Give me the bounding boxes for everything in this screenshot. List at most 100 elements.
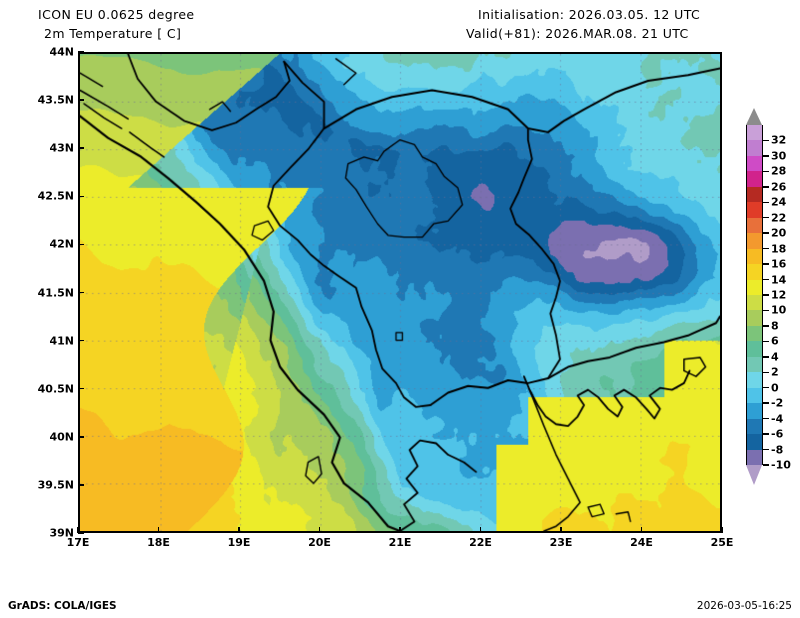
lon-tick-mark — [721, 527, 723, 533]
lat-tick-mark — [78, 436, 84, 438]
colorbar-tick-label: 32 — [771, 133, 787, 147]
temperature-field-canvas — [80, 54, 720, 531]
lon-tick-label: 19E — [227, 536, 251, 549]
lat-tick-mark — [78, 339, 84, 342]
lat-tick-mark — [78, 484, 84, 486]
colorbar-under-arrow-icon — [746, 465, 762, 485]
lon-tick-label: 18E — [147, 536, 170, 549]
model-title: ICON EU 0.0625 degree — [38, 7, 195, 22]
valid-time: Valid(+81): 2026.MAR.08. 21 UTC — [466, 26, 689, 41]
colorbar-tick-mark — [763, 325, 769, 327]
colorbar-band — [746, 372, 763, 388]
colorbar-tick-mark — [763, 294, 769, 296]
colorbar-tick-label: 18 — [771, 242, 787, 256]
colorbar-tick-label: 28 — [771, 164, 787, 178]
colorbar-band — [746, 202, 763, 218]
lat-tick-mark — [78, 532, 84, 534]
colorbar-band — [746, 140, 763, 156]
colorbar-tick-mark — [763, 216, 769, 219]
colorbar-tick-label: 16 — [771, 257, 787, 271]
colorbar-tick-mark — [763, 433, 769, 435]
colorbar-tick-mark — [763, 371, 769, 374]
lat-tick-mark — [78, 291, 84, 294]
colorbar-tick-mark — [763, 278, 769, 281]
render-timestamp: 2026-03-05-16:25 — [696, 600, 792, 612]
colorbar-band — [746, 233, 763, 249]
lon-tick-label: 24E — [630, 536, 653, 549]
colorbar-tick-mark — [763, 386, 769, 389]
colorbar-tick-mark — [763, 417, 769, 420]
colorbar-tick-label: -4 — [771, 412, 784, 426]
lon-tick-label: 25E — [710, 536, 734, 549]
lon-tick-label: 23E — [549, 536, 573, 549]
colorbar-tick-mark — [763, 263, 769, 265]
lat-tick-label: 43.5N — [37, 93, 74, 107]
lat-tick-mark — [78, 147, 84, 149]
colorbar-tick-label: 8 — [771, 319, 779, 333]
colorbar-tick-label: 20 — [771, 226, 787, 240]
colorbar-band — [746, 310, 763, 326]
lat-tick-mark — [78, 51, 84, 53]
colorbar-tick-mark — [763, 201, 769, 204]
lat-tick-label: 39.5N — [37, 478, 74, 492]
lon-tick-label: 20E — [308, 536, 331, 549]
colorbar-tick-mark — [763, 247, 769, 250]
colorbar-tick-label: 26 — [771, 180, 787, 194]
lat-tick-mark — [78, 195, 84, 198]
lat-tick-mark — [78, 99, 84, 101]
colorbar-tick-label: 0 — [771, 381, 779, 395]
colorbar-band — [746, 264, 763, 280]
lon-tick-mark — [479, 527, 482, 533]
colorbar-band — [746, 434, 763, 450]
colorbar-tick-mark — [763, 170, 769, 173]
lat-tick-label: 43N — [49, 141, 74, 155]
colorbar-tick-label: 2 — [771, 365, 779, 379]
lon-tick-label: 22E — [469, 536, 492, 549]
colorbar-tick-mark — [763, 139, 769, 142]
lon-tick-mark — [157, 527, 160, 533]
lat-tick-label: 42.5N — [37, 189, 74, 203]
initialisation-time: Initialisation: 2026.03.05. 12 UTC — [478, 7, 701, 22]
lon-tick-label: 21E — [388, 536, 412, 549]
colorbar-tick-label: -2 — [771, 396, 784, 410]
lat-tick-mark — [78, 387, 84, 390]
colorbar-tick-mark — [763, 356, 769, 358]
grads-credit: GrADS: COLA/IGES — [8, 600, 117, 612]
lat-tick-label: 40N — [49, 430, 74, 444]
temperature-colorbar: -10 -8 -6 -4 -2 0 2 4 6 8 10 12 14 16 18 20 22 24 26 28 30 32 — [746, 125, 791, 472]
lat-tick-mark — [78, 243, 84, 246]
temperature-map-plot — [78, 52, 722, 533]
colorbar-band — [746, 341, 763, 357]
colorbar-band — [746, 449, 763, 465]
colorbar-tick-mark — [763, 402, 769, 404]
colorbar-tick-label: 6 — [771, 334, 779, 348]
lat-tick-label: 39N — [49, 526, 74, 540]
colorbar-tick-mark — [763, 186, 769, 188]
lon-tick-mark — [399, 527, 401, 533]
colorbar-band — [746, 418, 763, 435]
colorbar-band — [746, 217, 763, 234]
colorbar-tick-label: 14 — [771, 273, 787, 287]
colorbar-band — [746, 387, 763, 404]
colorbar-tick-mark — [763, 155, 769, 157]
colorbar-band — [746, 325, 763, 342]
lat-tick-label: 42N — [49, 237, 74, 251]
lon-tick-mark — [640, 527, 643, 533]
colorbar-tick-mark — [763, 448, 769, 451]
lon-tick-mark — [318, 527, 321, 533]
colorbar-band — [746, 295, 763, 311]
colorbar-tick-label: 22 — [771, 211, 787, 225]
lon-tick-label: 17E — [66, 536, 90, 549]
colorbar-band — [746, 186, 763, 203]
colorbar-tick-label: 10 — [771, 303, 787, 317]
colorbar-tick-label: 12 — [771, 288, 787, 302]
lon-tick-mark — [560, 527, 562, 533]
colorbar-tick-label: 30 — [771, 149, 787, 163]
lon-tick-mark — [238, 527, 240, 533]
lat-tick-label: 44N — [49, 45, 74, 59]
colorbar-band — [746, 125, 763, 141]
colorbar-tick-label: -6 — [771, 427, 784, 441]
lat-tick-label: 41N — [49, 334, 74, 348]
colorbar-band — [746, 155, 763, 172]
colorbar-tick-mark — [763, 309, 769, 312]
